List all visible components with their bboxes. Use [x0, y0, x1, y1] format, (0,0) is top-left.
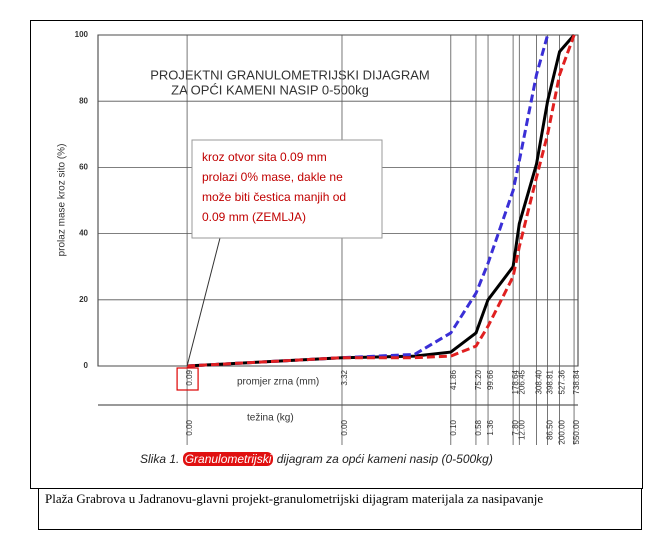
caption-highlight: Granulometrijski [182, 452, 274, 466]
x-tick-label: 3.32 [340, 369, 349, 385]
callout-box [191, 139, 383, 239]
x-tick-label: 308.40 [535, 369, 544, 394]
x-tick-label: 527.36 [558, 369, 567, 394]
x2-tick-label: 7.80 [511, 419, 520, 435]
y-tick-label: 40 [79, 229, 88, 238]
series-line [187, 34, 576, 368]
x-tick-label: 398.81 [546, 369, 555, 394]
x-tick-label: 75.20 [474, 369, 483, 390]
y-tick-label: 0 [84, 361, 89, 370]
y-tick-label: 80 [79, 96, 88, 105]
highlight-box [176, 367, 199, 391]
x-tick-label: 738.84 [572, 369, 581, 394]
x2-axis-label: težina (kg) [247, 413, 294, 424]
y-tick-label: 20 [79, 295, 88, 304]
x2-tick-label: 200.00 [558, 419, 567, 444]
callout-text: kroz otvor sita 0.09 mm [202, 150, 327, 164]
x2-tick-label: 0.58 [474, 419, 483, 435]
series-line [187, 34, 576, 368]
caption-prefix: Slika 1. [140, 452, 183, 466]
x2-tick-label: 550.00 [572, 419, 581, 444]
callout-leader [186, 237, 221, 367]
x2-tick-label: 86.50 [546, 419, 555, 440]
callout-text: može biti čestica manjih od [202, 190, 346, 204]
callout-text: 0.09 mm (ZEMLJA) [202, 210, 306, 224]
x2-tick-label: 0.00 [185, 419, 194, 435]
x-tick-label: 99.66 [486, 369, 495, 390]
y-axis-label: prolaz mase kroz sito (%) [57, 144, 68, 257]
x-tick-label: 206.45 [517, 369, 526, 394]
chart-title-line: PROJEKTNI GRANULOMETRIJSKI DIJAGRAM [150, 67, 430, 82]
x-tick-label: 0.09 [185, 369, 194, 385]
caption-suffix: dijagram za opći kameni nasip (0-500kg) [273, 452, 493, 466]
x-tick-label: 41.86 [449, 369, 458, 390]
x2-tick-label: 0.10 [449, 419, 458, 435]
callout-text: prolazi 0% mase, dakle ne [202, 170, 343, 184]
x2-tick-label: 12.00 [517, 419, 526, 440]
x2-tick-label: 0.00 [340, 419, 349, 435]
chart-title-line: ZA OPĆI KAMENI NASIP 0-500kg [171, 82, 369, 97]
x-axis-label: promjer zrna (mm) [237, 377, 319, 388]
caption: Plaža Grabrova u Jadranovu-glavni projek… [38, 488, 642, 530]
x-tick-label: 178.64 [511, 369, 520, 394]
figure-caption: Slika 1. Granulometrijski dijagram za op… [140, 452, 493, 466]
y-tick-label: 100 [75, 30, 89, 39]
y-tick-label: 60 [79, 163, 88, 172]
x2-tick-label: 1.36 [486, 419, 495, 435]
